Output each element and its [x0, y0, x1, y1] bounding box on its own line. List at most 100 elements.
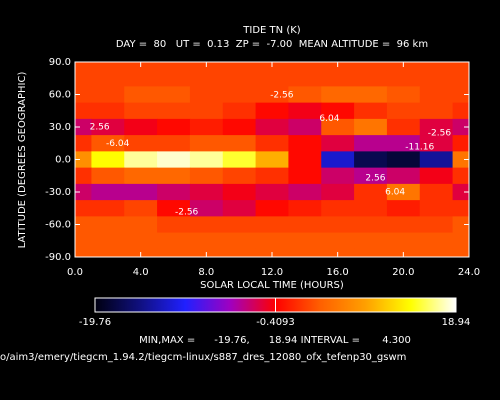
heat-cell — [419, 167, 454, 185]
heat-cell — [452, 70, 469, 87]
heat-cell — [75, 216, 92, 234]
heat-cell — [157, 248, 191, 257]
y-axis-label: LATITUDE (DEGREES GEOGRAPHIC) — [17, 72, 28, 249]
heat-cell — [157, 232, 191, 250]
heat-cell — [321, 135, 355, 152]
heat-cell — [419, 86, 454, 104]
heat-cell — [222, 232, 257, 250]
heat-cell — [321, 151, 355, 169]
heat-cell — [288, 183, 322, 201]
heat-cell — [386, 135, 421, 152]
contour-label: 6.04 — [385, 188, 405, 198]
heat-cell — [157, 135, 191, 152]
y-tick-label: 0.0 — [55, 155, 71, 166]
contour-label: -2.56 — [428, 128, 452, 138]
y-tick-label: 60.0 — [49, 90, 71, 101]
footer: MIN,MAX = -19.76, 18.94 INTERVAL = 4.300 — [139, 335, 411, 346]
heat-cell — [288, 232, 322, 250]
heat-cell — [288, 102, 322, 120]
contour-label: -11.16 — [405, 143, 434, 153]
x-tick-label: 4.0 — [133, 267, 149, 278]
heat-cell — [157, 167, 191, 185]
heat-cell — [255, 102, 289, 120]
heat-cell — [255, 216, 289, 234]
heat-cell — [222, 167, 257, 185]
heat-cell — [189, 86, 224, 104]
heat-cell — [189, 135, 224, 152]
heat-cell — [189, 183, 224, 201]
heat-cell — [157, 102, 191, 120]
heat-cell — [255, 86, 289, 104]
heat-cell — [354, 70, 388, 87]
heat-cell — [255, 118, 289, 136]
heat-cell — [124, 232, 158, 250]
heat-cell — [419, 232, 454, 250]
heat-cell — [321, 70, 355, 87]
heat-cell — [321, 167, 355, 185]
heat-cell — [419, 70, 454, 87]
heat-cell — [288, 62, 322, 71]
x-axis-label: SOLAR LOCAL TIME (HOURS) — [200, 280, 344, 291]
heat-cell — [157, 216, 191, 234]
y-tick-label: -30.0 — [45, 187, 71, 198]
heat-cell — [386, 70, 421, 87]
heat-cell — [189, 118, 224, 136]
heat-cell — [321, 118, 355, 136]
heat-cell — [124, 200, 158, 217]
heat-cell — [91, 248, 125, 257]
heat-cell — [157, 200, 191, 217]
heat-cell — [157, 118, 191, 136]
heat-cell — [288, 151, 322, 169]
colorbar-tick-label: -19.76 — [79, 317, 111, 328]
heat-cell — [288, 118, 322, 136]
heat-cell — [75, 102, 92, 120]
heat-cell — [75, 70, 92, 87]
heat-cell — [255, 135, 289, 152]
heat-cell — [321, 200, 355, 217]
y-tick-label: 30.0 — [49, 122, 71, 133]
heat-cell — [386, 216, 421, 234]
heat-cell — [222, 70, 257, 87]
contour-label: -6.04 — [106, 139, 130, 149]
heat-cell — [321, 86, 355, 104]
heat-cell — [75, 167, 92, 185]
heat-cell — [354, 183, 388, 201]
heat-cell — [354, 200, 388, 217]
heat-cell — [354, 86, 388, 104]
heat-cell — [452, 86, 469, 104]
heat-cell — [452, 167, 469, 185]
heat-cell — [75, 183, 92, 201]
heat-cell — [124, 70, 158, 87]
heat-cell — [91, 200, 125, 217]
contour-label: -2.56 — [270, 91, 294, 101]
heat-cell — [386, 167, 421, 185]
heat-cell — [75, 118, 92, 136]
heat-cell — [452, 216, 469, 234]
heat-cell — [124, 151, 158, 169]
heat-cell — [354, 167, 388, 185]
heat-cell — [157, 183, 191, 201]
heat-cell — [288, 200, 322, 217]
heat-cell — [222, 248, 257, 257]
heat-cell — [321, 232, 355, 250]
heat-cell — [452, 62, 469, 71]
heatmap — [75, 62, 469, 257]
heat-cell — [419, 248, 454, 257]
heat-cell — [288, 135, 322, 152]
heat-cell — [189, 70, 224, 87]
contour-label: -2.56 — [175, 208, 199, 218]
heat-cell — [189, 167, 224, 185]
contour-label: 2.56 — [365, 173, 385, 183]
heat-cell — [189, 151, 224, 169]
heat-cell — [157, 62, 191, 71]
colorbar-tick-label: 18.94 — [442, 317, 471, 328]
contour-label: 2.56 — [90, 123, 110, 133]
heat-cell — [386, 183, 421, 201]
heat-cell — [255, 167, 289, 185]
y-tick-label: -60.0 — [45, 220, 71, 231]
heat-cell — [354, 216, 388, 234]
chart-subtitle: DAY = 80 UT = 0.13 ZP = -7.00 MEAN ALTIT… — [116, 39, 428, 50]
heat-cell — [288, 70, 322, 87]
heat-cell — [75, 62, 92, 71]
heat-cell — [452, 151, 469, 169]
